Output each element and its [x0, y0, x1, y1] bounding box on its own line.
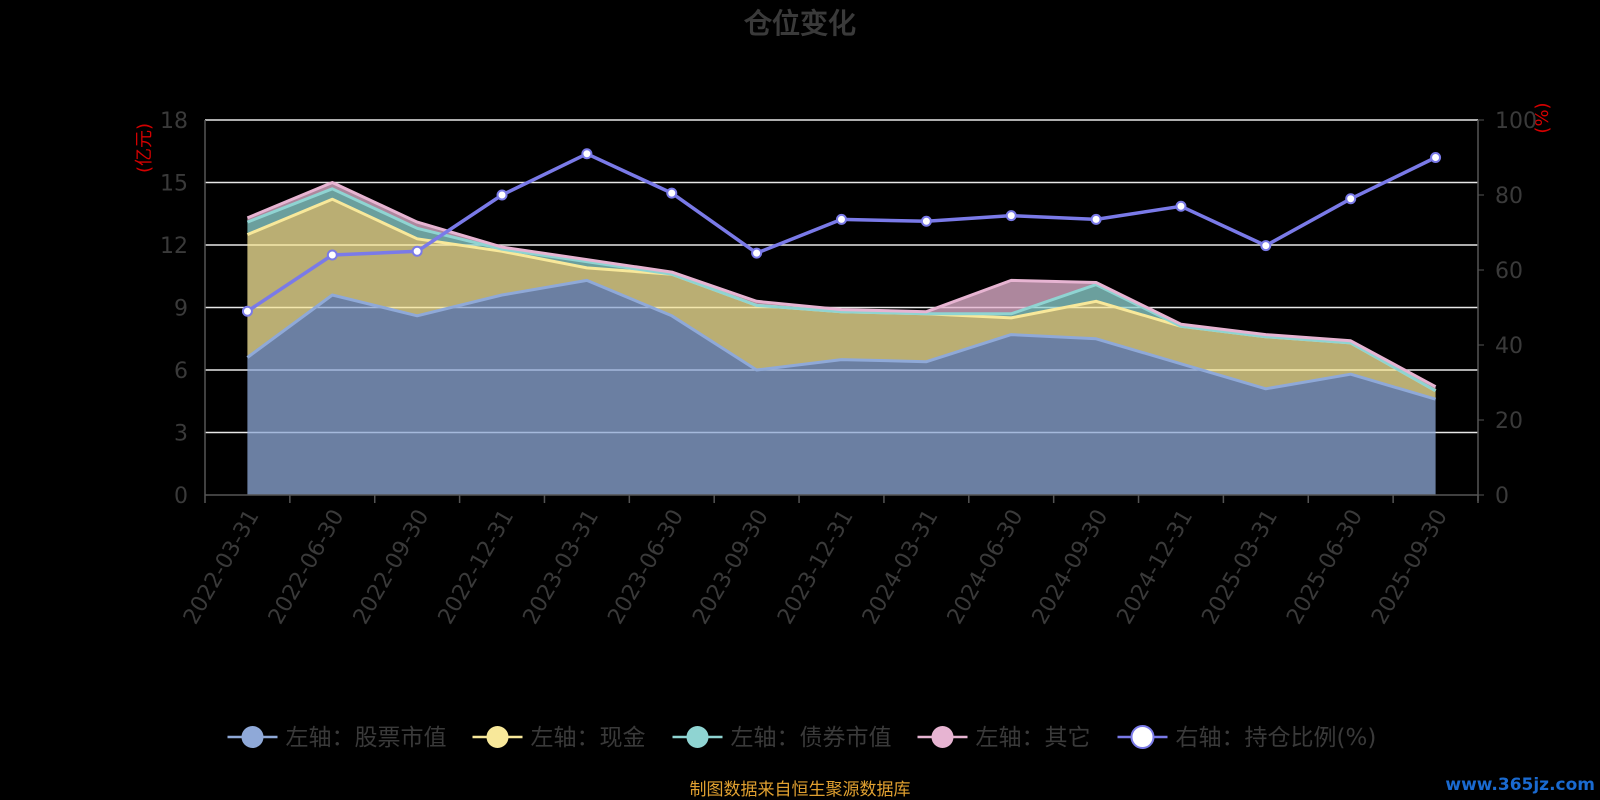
- legend-marker: [486, 726, 509, 748]
- ratio-point: [1175, 200, 1187, 212]
- x-tick-label: 2024-09-30: [1028, 506, 1114, 629]
- x-tick-label: 2024-03-31: [858, 506, 944, 629]
- area-line-左轴：股票市值: [246, 278, 1437, 401]
- right-tick-label: 0: [1495, 484, 1509, 509]
- area-左轴：现金: [247, 199, 1436, 400]
- area-左轴：债券市值: [247, 188, 1436, 391]
- ratio-point: [1430, 152, 1442, 163]
- ratio-point: [496, 189, 508, 201]
- legend-label: 左轴：债券市值: [731, 725, 892, 751]
- left-tick-label: 18: [160, 109, 188, 134]
- ratio-point: [1345, 193, 1357, 205]
- ratio-point: [836, 213, 847, 225]
- ratio-point: [326, 249, 338, 261]
- x-tick-label: 2022-06-30: [264, 506, 350, 629]
- right-tick-label: 80: [1495, 184, 1523, 209]
- legend-label: 左轴：其它: [976, 725, 1091, 751]
- x-tick-label: 2023-03-31: [519, 506, 605, 629]
- ratio-point: [666, 187, 678, 199]
- left-tick-label: 12: [160, 234, 188, 259]
- ratio-point: [241, 305, 253, 317]
- ratio-point: [411, 245, 423, 257]
- ratio-point: [1090, 213, 1102, 225]
- ratio-point: [1005, 210, 1017, 222]
- left-tick-label: 9: [174, 297, 188, 322]
- legend-marker: [1130, 725, 1155, 749]
- right-tick-label: 20: [1495, 409, 1523, 434]
- left-tick-label: 15: [160, 172, 188, 197]
- x-tick-label: 2023-09-30: [688, 506, 774, 629]
- stacked-areas: [246, 181, 1437, 495]
- chart-title: 仓位变化: [744, 7, 856, 40]
- x-tick-label: 2025-09-30: [1367, 506, 1453, 629]
- x-tick-label: 2025-06-30: [1282, 506, 1368, 629]
- ratio-point: [920, 215, 932, 227]
- legend: 左轴：股票市值 左轴：现金 左轴：债券市值 左轴：其它 右轴：持仓比例(%): [227, 725, 1377, 751]
- right-tick-label: 100: [1495, 109, 1537, 134]
- x-tick-label: 2022-03-31: [179, 506, 265, 629]
- ratio-point: [751, 247, 763, 259]
- position-ratio-line: [241, 148, 1442, 317]
- right-tick-label: 40: [1495, 334, 1523, 359]
- legend-marker: [686, 726, 709, 748]
- x-tick-label: 2023-12-31: [773, 506, 859, 629]
- right-tick-label: 60: [1495, 259, 1523, 284]
- legend-label: 左轴：现金: [531, 725, 646, 751]
- x-tick-label: 2024-12-31: [1113, 506, 1199, 629]
- x-tick-label: 2022-09-30: [349, 505, 435, 628]
- area-左轴：股票市值: [247, 280, 1436, 495]
- area-line-左轴：债券市值: [246, 187, 1437, 393]
- x-tick-label: 2023-06-30: [603, 506, 689, 629]
- watermark: www.365jz.com: [1445, 775, 1595, 795]
- right-axis-unit: (%): [1532, 102, 1553, 133]
- left-tick-label: 6: [174, 359, 188, 384]
- legend-label: 左轴：股票市值: [286, 725, 447, 751]
- x-tick-label: 2022-12-31: [434, 506, 520, 629]
- ratio-point: [581, 148, 593, 160]
- left-tick-label: 0: [174, 484, 188, 509]
- legend-marker: [241, 726, 264, 748]
- legend-label: 右轴：持仓比例(%): [1176, 725, 1377, 751]
- left-tick-label: 3: [174, 422, 188, 447]
- legend-marker: [931, 726, 954, 748]
- x-tick-label: 2025-03-31: [1197, 506, 1283, 629]
- source-note: 制图数据来自恒生聚源数据库: [690, 780, 911, 800]
- ratio-point: [1260, 240, 1272, 252]
- x-tick-label: 2024-06-30: [943, 506, 1029, 629]
- left-axis-unit: (亿元): [134, 123, 155, 173]
